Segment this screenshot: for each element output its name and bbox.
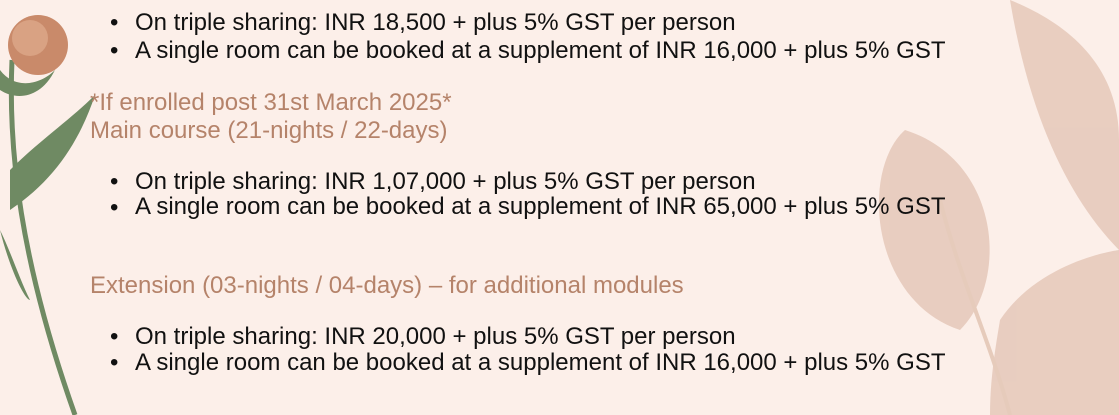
bullet-text: On triple sharing: INR 1,07,000 + plus 5…	[135, 169, 756, 194]
bullet: •	[110, 195, 118, 220]
bullet-text: On triple sharing: INR 20,000 + plus 5% …	[135, 324, 736, 349]
bullet: •	[110, 350, 118, 375]
page: • On triple sharing: INR 18,500 + plus 5…	[0, 0, 1119, 415]
bullet-text: A single room can be booked at a supplem…	[135, 350, 945, 375]
bullet-text: A single room can be booked at a supplem…	[135, 195, 1025, 219]
bullet-text: On triple sharing: INR 18,500 + plus 5% …	[135, 10, 736, 35]
heading: Extension (03-nights / 04-days) – for ad…	[90, 272, 684, 299]
heading: Main course (21-nights / 22-days)	[90, 117, 448, 144]
bullet: •	[110, 10, 118, 35]
heading: *If enrolled post 31st March 2025*	[90, 89, 452, 116]
bullet: •	[110, 324, 118, 349]
bullet-text: A single room can be booked at a supplem…	[135, 38, 945, 63]
bullet: •	[110, 169, 118, 194]
bullet: •	[110, 38, 118, 63]
